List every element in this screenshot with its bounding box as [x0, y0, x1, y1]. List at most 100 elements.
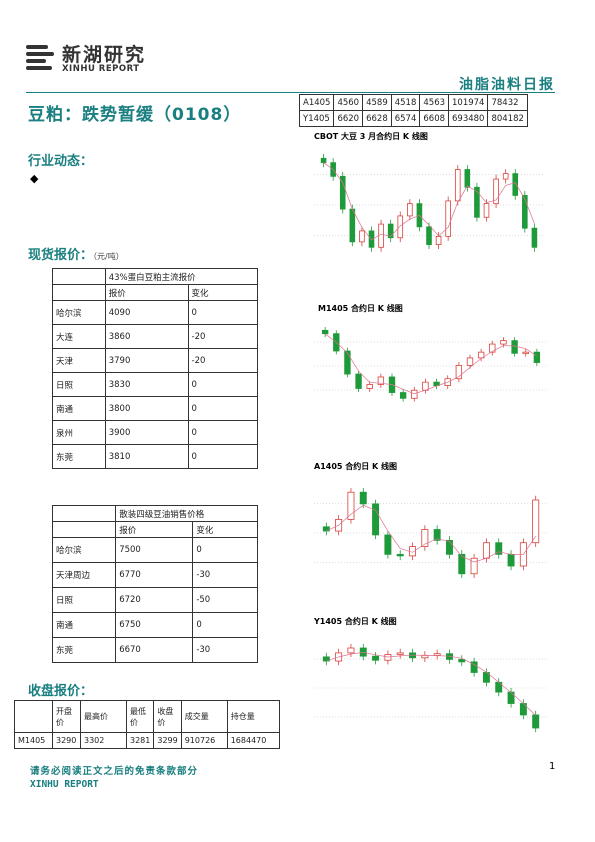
industry-bullet: ◆ [30, 172, 39, 185]
candle-body [433, 529, 441, 541]
cbot-chart-title: CBOT 大豆 3 月合约日 K 线图 [314, 132, 428, 141]
soyoil-spot-cell: -30 [192, 562, 258, 588]
report-type: 油脂油料日报 [459, 77, 555, 93]
candle-body [522, 195, 528, 229]
soymeal-spot-cell: -20 [187, 348, 259, 373]
soyoil-spot-cell: 哈尔滨 [51, 537, 117, 563]
top-quote-cell: 4560 [333, 94, 364, 111]
candle-body [531, 227, 538, 248]
candle-body [470, 557, 478, 575]
moving-average-line [323, 162, 535, 241]
candle-body [355, 373, 362, 389]
soyoil-spot-cell: 7500 [115, 537, 194, 563]
top-quote-cell: 6620 [333, 110, 364, 127]
soymeal-col-price: 报价 [104, 284, 189, 301]
candle-body [458, 553, 466, 575]
logo-name-cn: 新湖研究 [62, 44, 147, 66]
candle-body [339, 175, 346, 210]
soyoil-spot-cell: 南通 [51, 612, 117, 638]
candle-body [359, 491, 367, 505]
candle-body [372, 503, 380, 536]
candle-body [349, 208, 356, 243]
close-header-cell: 成交量 [180, 700, 228, 733]
soymeal-spot-row: 哈尔滨 4090 0 [52, 300, 259, 325]
soyoil-spot-cell: 6770 [115, 562, 194, 588]
close-header-cell: 最高价 [80, 700, 127, 733]
soyoil-spot-row: 天津周边 6770 -30 [51, 562, 258, 588]
candle-body [493, 178, 499, 205]
candle-body [347, 491, 355, 520]
soymeal-spot-row: 大连 3860 -20 [52, 324, 259, 349]
candle-body [489, 343, 496, 353]
cbot-kline-chart [314, 144, 544, 266]
close-price-cell: 3302 [80, 732, 127, 749]
industry-heading: 行业动态： [28, 154, 94, 169]
candle-body [359, 230, 365, 243]
soymeal-spot-cell: 0 [187, 300, 259, 325]
candle-body [397, 215, 404, 239]
soymeal-col-change: 变化 [187, 284, 259, 301]
candle-body [507, 553, 515, 567]
candle-body [396, 553, 404, 557]
soymeal-spot-cell: 0 [187, 444, 259, 469]
close-price-cell: 3299 [153, 732, 182, 749]
candle-body [399, 392, 407, 399]
close-price-cell: 910726 [180, 732, 228, 749]
top-quote-row: Y1405 6620 6628 6574 6608 693480 804182 [298, 110, 528, 127]
moving-average-line [324, 333, 538, 395]
soymeal-spot-row: 东莞 3810 0 [52, 444, 259, 469]
soyoil-spot-row: 南通 6750 0 [51, 612, 258, 638]
soymeal-spot-row: 南通 3800 0 [52, 396, 259, 421]
candle-body [511, 340, 518, 354]
logo-name-en: XINHU REPORT [62, 64, 140, 74]
candle-body [474, 186, 480, 218]
soyoil-spot-cell: 天津周边 [51, 562, 117, 588]
a1405-chart-title: A1405 合约日 K 线图 [314, 462, 398, 471]
candle-body [445, 200, 451, 237]
candle-body [445, 539, 453, 555]
soyoil-spot-table: 散装四级豆油销售价格 报价 变化 哈尔滨 7500 0 天津周边 6770 -30 日照 672… [51, 505, 258, 663]
header-divider [26, 92, 555, 93]
candle-body [368, 230, 375, 248]
soyoil-spot-cell: 东莞 [51, 637, 117, 663]
close-price-cell: M1405 [14, 732, 53, 749]
soymeal-spot-cell: 3860 [104, 324, 189, 349]
soymeal-spot-cell: 0 [187, 420, 259, 445]
soymeal-spot-cell: 天津 [52, 348, 106, 373]
close-header-cell [14, 700, 53, 733]
soymeal-table-title: 43%蛋白豆粕主流报价 [104, 268, 259, 285]
candle-body [532, 714, 540, 729]
candle-body [455, 365, 463, 380]
candle-body [387, 223, 394, 239]
close-price-cell: 1684470 [226, 732, 280, 749]
candle-body [396, 652, 404, 655]
m1405-chart-title: M1405 合约日 K 线图 [318, 304, 403, 313]
soymeal-spot-row: 泉州 3900 0 [52, 420, 259, 445]
soyoil-spot-cell: 0 [192, 537, 258, 563]
moving-average-line [326, 504, 536, 563]
top-quote-cell: 6608 [419, 110, 450, 127]
soymeal-spot-cell: -20 [187, 324, 259, 349]
candle-body [422, 381, 429, 391]
candle-body [470, 661, 478, 673]
close-heading: 收盘报价： [28, 684, 94, 699]
candle-body [344, 350, 351, 375]
candle-body [372, 655, 380, 661]
candle-body [454, 169, 461, 202]
soymeal-spot-row: 天津 3790 -20 [52, 348, 259, 373]
close-price-table: 开盘价 最高价 最低价 收盘价 成交量 持仓量 M1405 3290 3302 3281 3299 9… [14, 700, 280, 749]
candle-body [378, 223, 384, 248]
spot-unit: （元/吨） [93, 252, 124, 261]
soyoil-spot-cell: -30 [192, 637, 258, 663]
soymeal-spot-cell: 日照 [52, 372, 106, 397]
candle-body [507, 691, 515, 704]
candle-body [458, 659, 466, 663]
candle-body [366, 384, 373, 389]
moving-average-line [326, 651, 536, 716]
footer-disclaimer: 请务必阅读正文之后的免责条款部分 [30, 766, 199, 777]
soyoil-spot-cell: 日照 [51, 587, 117, 613]
soyoil-spot-cell: 6750 [115, 612, 194, 638]
top-quote-cell: 4589 [362, 94, 392, 111]
candle-body [433, 653, 441, 656]
candle-body [411, 389, 418, 399]
